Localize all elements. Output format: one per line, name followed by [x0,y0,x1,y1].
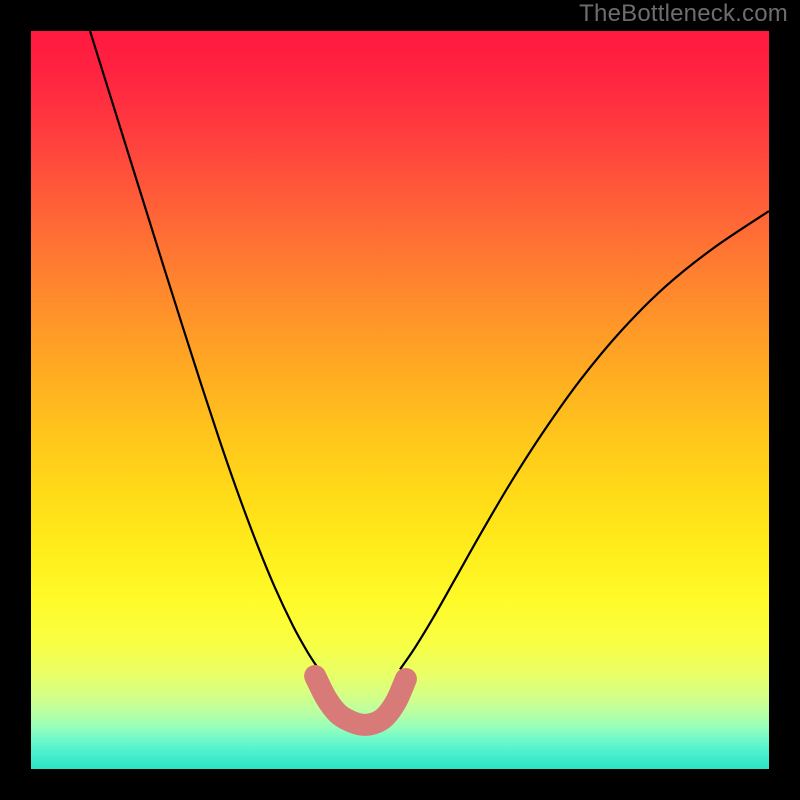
chart-background [31,31,769,769]
watermark-text: TheBottleneck.com [579,0,788,28]
bottleneck-chart [31,31,769,769]
outer-frame: TheBottleneck.com [0,0,800,800]
